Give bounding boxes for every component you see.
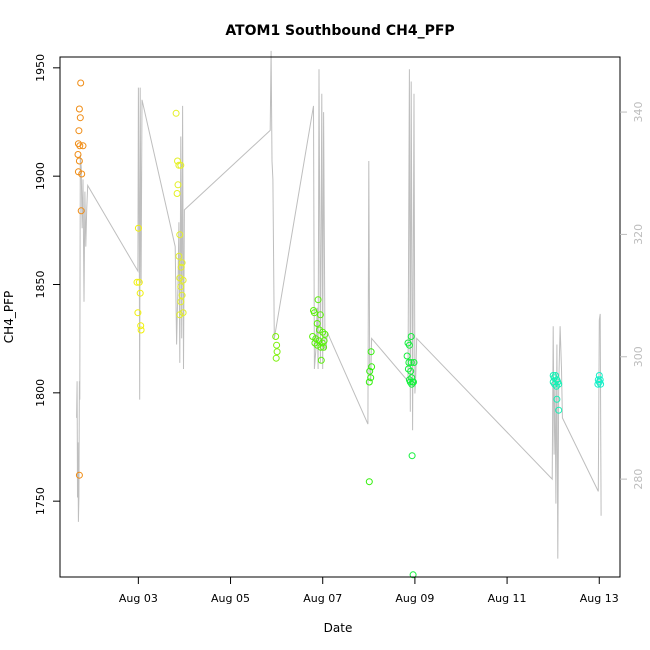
data-point [367, 374, 375, 382]
y-axis: 1750 1800 1850 1900 1950 [34, 54, 60, 515]
x-tick-label: Aug 07 [303, 592, 342, 605]
data-point [77, 79, 85, 87]
data-point [75, 127, 83, 135]
data-point [310, 309, 318, 317]
y-tick-label: 1750 [34, 487, 47, 515]
data-point [272, 333, 280, 340]
x-tick-label: Aug 05 [211, 592, 250, 605]
data-point [365, 378, 373, 386]
data-point [177, 161, 185, 169]
data-point [178, 291, 186, 299]
data-point [136, 289, 144, 297]
data-point [405, 359, 413, 366]
data-point [408, 452, 416, 460]
x-tick-label: Aug 03 [119, 592, 158, 605]
data-point [178, 259, 186, 267]
data-point [172, 109, 180, 117]
data-point [594, 380, 602, 388]
x-axis: Aug 03 Aug 05 Aug 07 Aug 09 Aug 11 Aug 13 [119, 576, 619, 605]
data-point [175, 252, 183, 260]
data-point [134, 224, 142, 232]
data-point [410, 359, 418, 366]
data-point [75, 105, 83, 113]
data-point [553, 395, 561, 403]
data-point [311, 339, 319, 347]
data-point [319, 328, 327, 336]
data-point [135, 278, 143, 286]
data-point [317, 356, 325, 364]
data-point [552, 372, 559, 379]
y2-tick-label: 300 [632, 346, 645, 367]
data-point [137, 326, 145, 334]
data-point [407, 367, 415, 375]
y2-tick-label: 280 [632, 469, 645, 490]
data-point [273, 348, 281, 356]
data-point [404, 365, 412, 373]
data-point [74, 151, 82, 158]
data-point [177, 263, 185, 271]
data-point [366, 367, 374, 375]
data-point [75, 471, 83, 479]
chart-title: ATOM1 Southbound CH4_PFP [225, 23, 454, 39]
data-point [313, 320, 321, 327]
data-point [175, 161, 183, 169]
data-point [407, 359, 415, 366]
y-tick-label: 1900 [34, 162, 47, 190]
y2-axis: 280 300 320 340 [620, 102, 645, 490]
y-tick-label: 1800 [34, 379, 47, 407]
data-point [78, 170, 86, 178]
data-point [405, 341, 413, 349]
scatter-points-group [74, 79, 605, 579]
x-tick-label: Aug 13 [580, 592, 619, 605]
data-point [320, 337, 328, 345]
x-axis-label: Date [324, 621, 353, 635]
y-tick-label: 1850 [34, 271, 47, 299]
y-axis-label: CH4_PFP [2, 291, 16, 343]
data-point [179, 276, 187, 284]
data-point [314, 296, 322, 304]
x-tick-label: Aug 09 [395, 592, 434, 605]
data-point [321, 330, 329, 338]
data-point [408, 380, 416, 388]
data-point [365, 478, 373, 486]
data-point [77, 207, 85, 215]
data-point [597, 380, 605, 388]
x-tick-label: Aug 11 [488, 592, 527, 605]
data-point [174, 157, 181, 165]
data-point [410, 378, 417, 386]
data-point [313, 341, 321, 349]
data-point [273, 341, 281, 349]
data-point [177, 298, 185, 306]
data-point [76, 114, 84, 122]
data-point [272, 354, 280, 362]
y2-tick-label: 340 [632, 102, 645, 123]
data-point [134, 309, 142, 317]
data-point [409, 571, 417, 579]
data-point [403, 352, 411, 360]
data-point [133, 278, 141, 286]
data-point [407, 333, 415, 340]
data-point [555, 380, 563, 388]
data-point [75, 157, 83, 165]
data-point [174, 181, 182, 189]
data-point [176, 311, 184, 319]
data-point [137, 322, 145, 330]
data-point [555, 406, 563, 414]
data-point [176, 231, 184, 239]
y-tick-label: 1950 [34, 54, 47, 82]
data-point [552, 382, 560, 390]
y2-tick-label: 320 [632, 224, 645, 245]
data-point [76, 142, 84, 150]
data-point [317, 343, 325, 351]
data-point [368, 363, 376, 371]
data-point [316, 311, 324, 319]
data-point [320, 343, 328, 351]
data-point [79, 142, 87, 150]
data-point [367, 348, 375, 356]
data-point [173, 190, 181, 197]
data-point [177, 283, 185, 291]
